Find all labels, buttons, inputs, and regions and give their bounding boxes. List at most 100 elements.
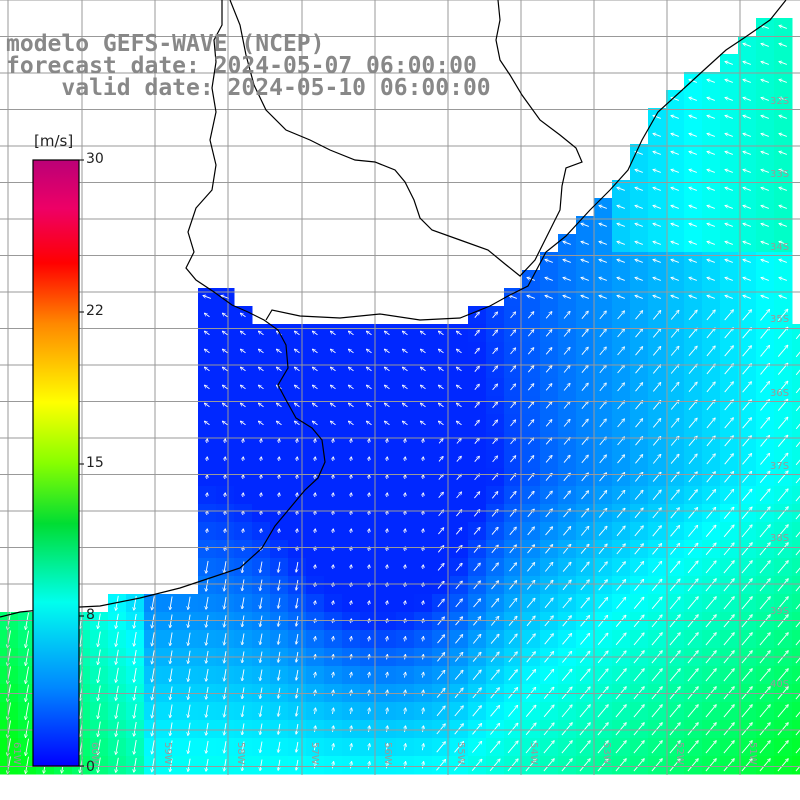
wind-arrow [387,511,388,516]
colorbar [32,159,80,767]
longitude-label: 51W [747,742,758,765]
wind-cell [792,450,800,469]
wind-arrow [243,457,244,462]
wind-cell [792,432,800,451]
wind-cell [792,756,800,775]
wind-arrow [297,511,298,516]
wind-arrow [423,439,424,444]
latitude-label: 34S [770,242,789,253]
wind-arrow [315,439,316,444]
wind-arrow [225,529,226,534]
wind-arrow [243,439,244,444]
wind-arrow [297,457,298,462]
wind-arrow [387,565,388,570]
wind-arrow [207,529,208,534]
wind-arrow [423,511,424,516]
wind-arrow [315,565,316,570]
wind-arrow [333,475,334,480]
wind-arrow [315,493,316,498]
latitude-label: 40S [770,679,789,690]
wind-arrow [333,565,334,570]
wind-arrow [387,529,388,534]
wind-arrow [243,493,244,498]
latitude-label: 36S [770,388,789,399]
longitude-label: 56W [382,742,393,765]
longitude-label: 59W [162,742,173,765]
colorbar-tick-8: 8 [86,607,95,623]
wind-arrow [387,457,388,462]
wind-cell [792,702,800,721]
longitude-label: 55W [455,742,466,765]
colorbar-tick-15: 15 [86,455,104,471]
wind-cell [792,342,800,361]
wind-arrow [297,439,298,444]
valid-date: valid date: 2024-05-10 06:00:00 [6,75,491,101]
wind-arrow [207,439,208,444]
wind-cell [792,720,800,739]
wind-arrow [333,529,334,534]
wind-arrow [261,439,262,444]
wind-arrow [333,493,334,498]
wind-cell [792,612,800,631]
wind-arrow [423,493,424,498]
wind-arrow [297,475,298,480]
wind-arrow [351,565,352,570]
wind-arrow [351,439,352,444]
wind-arrow [369,511,370,516]
wind-cell [792,324,800,343]
colorbar-tick-0: 0 [86,759,95,775]
wind-arrow [369,565,370,570]
colorbar-tick-22: 22 [86,303,104,319]
wind-arrow [297,493,298,498]
wind-arrow [405,493,406,498]
longitude-label: 54W [528,742,539,765]
longitude-label: 61W [11,742,22,765]
wind-arrow [207,457,208,462]
wind-arrow [279,439,280,444]
wind-arrow [261,457,262,462]
wind-arrow [261,529,262,534]
wind-arrow [225,457,226,462]
colorbar-unit: [m/s] [34,132,74,150]
latitude-label: 35S [770,314,789,325]
wind-arrow [369,529,370,534]
wind-arrow [243,529,244,534]
wind-arrow [369,457,370,462]
wind-cell [792,558,800,577]
wind-arrow [261,493,262,498]
latitude-label: 32S [770,96,789,107]
wind-cell [792,666,800,685]
wind-arrow [351,529,352,534]
wind-arrow [423,475,424,480]
wind-arrow [405,511,406,516]
wind-arrow [279,475,280,480]
wind-cell [792,594,800,613]
wind-cell [792,738,800,757]
wind-arrow [315,457,316,462]
wind-arrow [279,529,280,534]
wind-arrow [405,475,406,480]
wind-arrow [333,439,334,444]
longitude-label: 52W [674,742,685,765]
wind-arrow [369,439,370,444]
wind-arrow [243,511,244,516]
wind-arrow [387,475,388,480]
wind-arrow [225,439,226,444]
wind-arrow [387,493,388,498]
wind-arrow [405,439,406,444]
wind-cell [792,468,800,487]
wind-arrow [315,475,316,480]
wind-arrow [261,475,262,480]
wind-arrow [369,493,370,498]
wind-arrow [351,493,352,498]
wind-cell [792,360,800,379]
wind-arrow [315,511,316,516]
wind-arrow [315,529,316,534]
wind-cell [792,540,800,559]
wind-arrow [423,565,424,570]
wind-arrow [351,475,352,480]
wind-cell [792,414,800,433]
wind-arrow [351,511,352,516]
wind-arrow [369,475,370,480]
wind-arrow [405,529,406,534]
